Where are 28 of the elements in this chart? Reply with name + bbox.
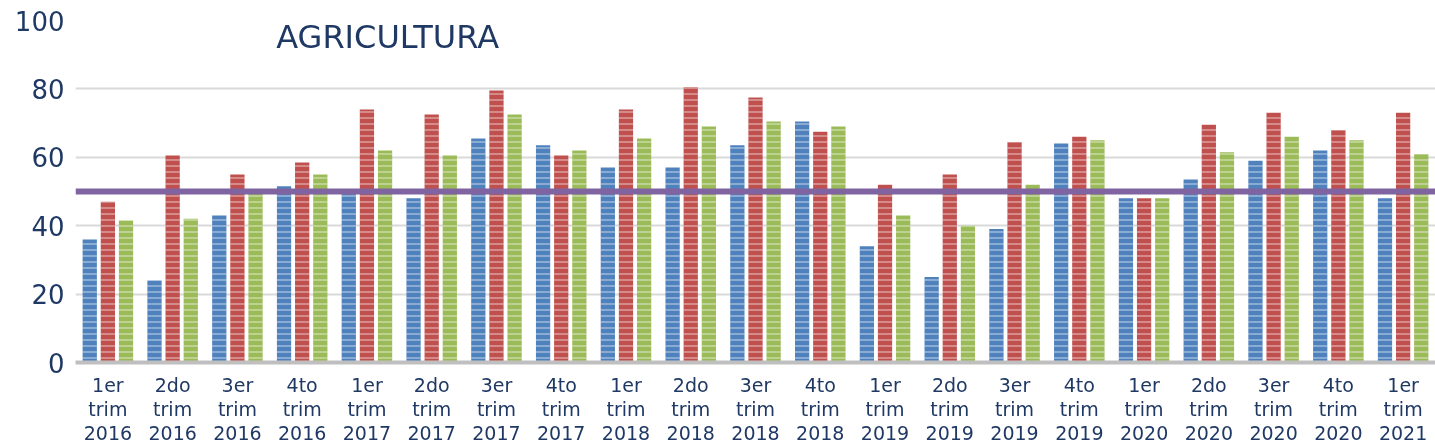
x-tick-label: 1er trim 2018 bbox=[601, 373, 651, 444]
x-tick-label: 1er trim 2017 bbox=[342, 373, 392, 444]
chart-title: AGRICULTURA bbox=[276, 17, 500, 56]
y-tick-label: 100 bbox=[14, 6, 65, 37]
x-tick-label: 4to trim 2017 bbox=[537, 373, 586, 444]
x-tick-label: 2do trim 2020 bbox=[1184, 373, 1234, 444]
x-tick-label: 4to trim 2018 bbox=[796, 373, 845, 444]
x-tick-label: 4to trim 2020 bbox=[1314, 373, 1363, 444]
x-tick-label: 4to trim 2016 bbox=[277, 373, 327, 444]
x-tick-label: 3er trim 2016 bbox=[213, 373, 262, 444]
x-tick-label: 1er trim 2021 bbox=[1378, 373, 1428, 444]
x-tick-label: 1er trim 2016 bbox=[83, 373, 133, 444]
x-tick-label: 3er trim 2017 bbox=[472, 373, 521, 444]
x-tick-label: 1er trim 2020 bbox=[1119, 373, 1169, 444]
x-tick-label: 2do trim 2017 bbox=[407, 373, 456, 444]
x-tick-label: 2do trim 2016 bbox=[148, 373, 197, 444]
y-tick-label: 40 bbox=[31, 211, 65, 242]
y-tick-label: 60 bbox=[31, 143, 65, 174]
y-tick-label: 0 bbox=[47, 348, 65, 379]
x-tick-label: 3er trim 2019 bbox=[990, 373, 1039, 444]
x-tick-label: 1er trim 2019 bbox=[860, 373, 910, 444]
x-tick-label: 2do trim 2018 bbox=[666, 373, 715, 444]
x-tick-label: 4to trim 2019 bbox=[1055, 373, 1104, 444]
y-tick-label: 80 bbox=[31, 74, 65, 105]
y-tick-label: 20 bbox=[31, 280, 65, 311]
x-tick-label: 3er trim 2020 bbox=[1249, 373, 1298, 444]
x-tick-label: 2do trim 2019 bbox=[925, 373, 974, 444]
x-tick-label: 3er trim 2018 bbox=[731, 373, 780, 444]
